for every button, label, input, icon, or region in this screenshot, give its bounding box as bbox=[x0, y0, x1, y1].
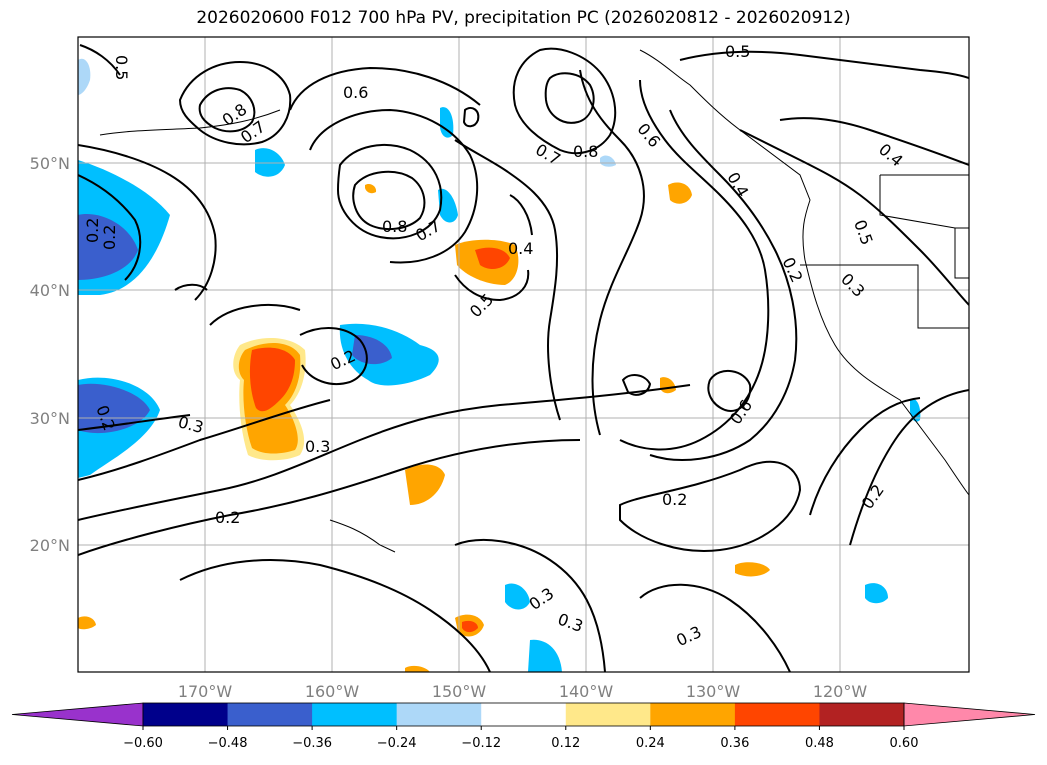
map-plot-area bbox=[78, 37, 969, 672]
contour-label: 0.5 bbox=[112, 55, 131, 80]
lon-label: 140°W bbox=[559, 682, 614, 701]
colorbar-tick-label: 0.24 bbox=[636, 736, 665, 751]
colorbar-tick-label: −0.60 bbox=[123, 736, 163, 751]
colorbar-segment bbox=[650, 703, 736, 726]
lon-label: 160°W bbox=[305, 682, 360, 701]
map-title: 2026020600 F012 700 hPa PV, precipitatio… bbox=[196, 8, 851, 28]
colorbar-segment bbox=[396, 703, 482, 726]
colorbar-segment bbox=[227, 703, 313, 726]
lat-label: 30°N bbox=[30, 409, 70, 428]
contour-label: 0.8 bbox=[382, 217, 407, 236]
colorbar-extend-low bbox=[11, 702, 144, 727]
lat-label: 50°N bbox=[30, 154, 70, 173]
colorbar-tick-label: −0.24 bbox=[377, 736, 417, 751]
colorbar-tick-label: 0.60 bbox=[890, 736, 919, 751]
contour-label: 0.4 bbox=[508, 239, 533, 258]
lat-label: 20°N bbox=[30, 536, 70, 555]
contour-label: 0.6 bbox=[343, 83, 368, 102]
colorbar-segment bbox=[481, 703, 567, 726]
colorbar-tick-label: −0.36 bbox=[292, 736, 332, 751]
contour-label: 0.5 bbox=[725, 42, 750, 61]
lon-label: 150°W bbox=[432, 682, 487, 701]
contour-label: 0.8 bbox=[573, 142, 598, 161]
graticule bbox=[78, 37, 969, 672]
lon-label: 170°W bbox=[178, 682, 233, 701]
map-frame bbox=[77, 36, 970, 673]
contour-label: 0.3 bbox=[305, 437, 330, 456]
lon-label: 130°W bbox=[686, 682, 741, 701]
precip-positive-shading bbox=[78, 182, 770, 672]
contour-label: 0.2 bbox=[83, 218, 102, 243]
colorbar-segment bbox=[143, 703, 229, 726]
colorbar-border bbox=[142, 702, 905, 727]
pv-contours bbox=[78, 44, 969, 672]
colorbar-extend-high bbox=[903, 702, 1036, 727]
colorbar-tick-label: −0.48 bbox=[208, 736, 248, 751]
colorbar-tick-label: 0.48 bbox=[805, 736, 834, 751]
colorbar: −0.60 −0.48 −0.36 −0.24 −0.12 0.12 0.24 0.36 0.4… bbox=[11, 702, 1036, 751]
contour-label: 0.2 bbox=[100, 225, 119, 250]
contour-label: 0.2 bbox=[662, 490, 687, 509]
coastlines bbox=[99, 49, 969, 553]
colorbar-tick-label: 0.12 bbox=[551, 736, 580, 751]
colorbar-segment bbox=[819, 703, 905, 726]
colorbar-tick-label: −0.12 bbox=[461, 736, 501, 751]
longitude-labels: 170°W 160°W 150°W 140°W 130°W 120°W bbox=[178, 682, 868, 701]
contour-label: 0.2 bbox=[215, 508, 240, 527]
colorbar-segment bbox=[312, 703, 398, 726]
latitude-labels: 50°N 40°N 30°N 20°N bbox=[30, 154, 70, 555]
lon-label: 120°W bbox=[813, 682, 868, 701]
colorbar-tick-label: 0.36 bbox=[720, 736, 749, 751]
lat-label: 40°N bbox=[30, 281, 70, 300]
colorbar-segment bbox=[734, 703, 820, 726]
colorbar-segment bbox=[565, 703, 651, 726]
precip-negative-shading bbox=[78, 58, 921, 672]
